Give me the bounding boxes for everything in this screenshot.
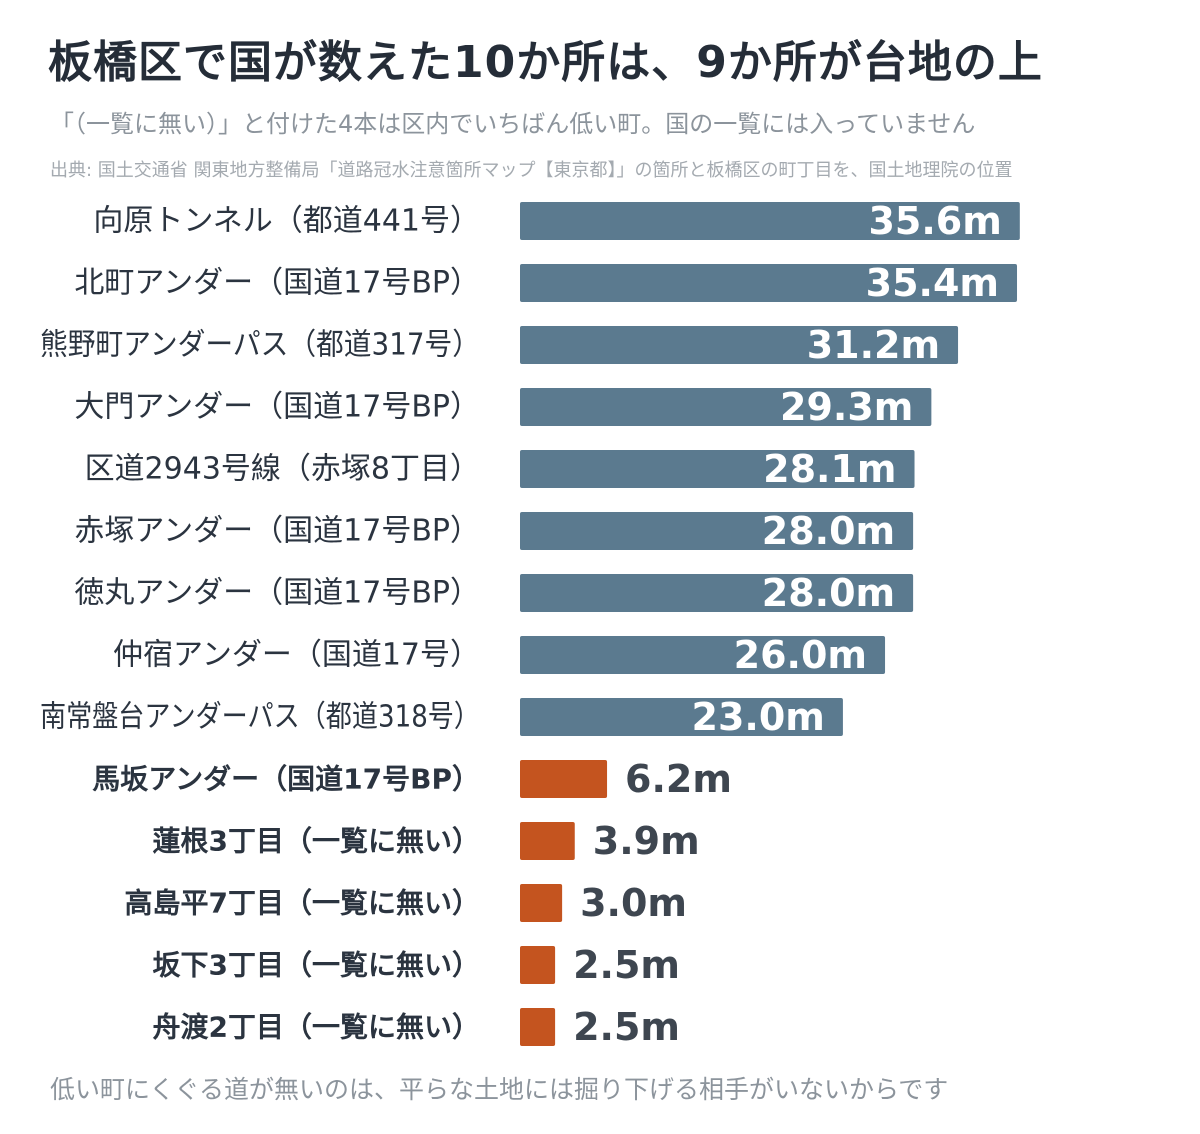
category-label: 区道2943号線（赤塚8丁目） [85, 452, 480, 487]
category-label: 赤塚アンダー（国道17号BP） [74, 514, 480, 549]
value-label: 3.9m [593, 819, 700, 863]
value-label: 6.2m [625, 757, 732, 801]
category-label: 徳丸アンダー（国道17号BP） [74, 576, 480, 611]
bar [520, 264, 1018, 302]
category-label: 熊野町アンダーパス（都道317号） [40, 328, 480, 363]
bar [520, 512, 914, 550]
bar [520, 636, 886, 674]
value-label: 35.4m [866, 261, 999, 305]
bar [520, 574, 914, 612]
bar-chart: 向原トンネル（都道441号） 35.6m 北町アンダー（国道17号BP） 35.4m 熊… [40, 199, 1020, 1049]
value-label: 2.5m [573, 1005, 680, 1049]
value-label: 29.3m [780, 385, 913, 429]
value-label: 2.5m [573, 943, 680, 987]
value-label: 28.1m [763, 447, 896, 491]
bar [520, 698, 843, 736]
value-label: 35.6m [868, 199, 1001, 243]
bar [520, 822, 575, 860]
value-label: 31.2m [807, 323, 940, 367]
category-label: 舟渡2丁目（一覧に無い） [153, 1011, 480, 1044]
bar [520, 388, 932, 426]
footnote: 低い町にくぐる道が無いのは、平らな土地には掘り下げる相手がいないからです [50, 1075, 949, 1104]
category-label: 向原トンネル（都道441号） [93, 204, 480, 239]
category-label: 高島平7丁目（一覧に無い） [125, 887, 480, 920]
bar [520, 946, 556, 984]
category-label: 南常盤台アンダーパス（都道318号） [40, 700, 480, 735]
value-label: 28.0m [762, 571, 895, 615]
bar [520, 760, 608, 798]
value-label: 28.0m [762, 509, 895, 553]
category-label: 仲宿アンダー（国道17号） [113, 638, 480, 673]
source-note: 出典: 国土交通省 関東地方整備局「道路冠水注意箇所マップ【東京都】」の箇所と板… [50, 160, 1013, 181]
bar [520, 326, 959, 364]
value-label: 23.0m [692, 695, 825, 739]
bar [520, 450, 915, 488]
chart-title: 板橋区で国が数えた10か所は、9か所が台地の上 [48, 37, 1043, 88]
category-label: 坂下3丁目（一覧に無い） [153, 949, 480, 982]
bar [520, 202, 1020, 240]
value-label: 3.0m [580, 881, 687, 925]
category-label: 北町アンダー（国道17号BP） [74, 266, 480, 301]
chart-subtitle: 「（一覧に無い）」と付けた4本は区内でいちばん低い町。国の一覧には入っていません [50, 110, 976, 138]
value-label: 26.0m [734, 633, 867, 677]
category-label: 馬坂アンダー（国道17号BP） [92, 763, 480, 796]
bar [520, 884, 563, 922]
bar [520, 1008, 556, 1046]
category-label: 大門アンダー（国道17号BP） [74, 390, 480, 425]
category-label: 蓮根3丁目（一覧に無い） [153, 825, 480, 858]
